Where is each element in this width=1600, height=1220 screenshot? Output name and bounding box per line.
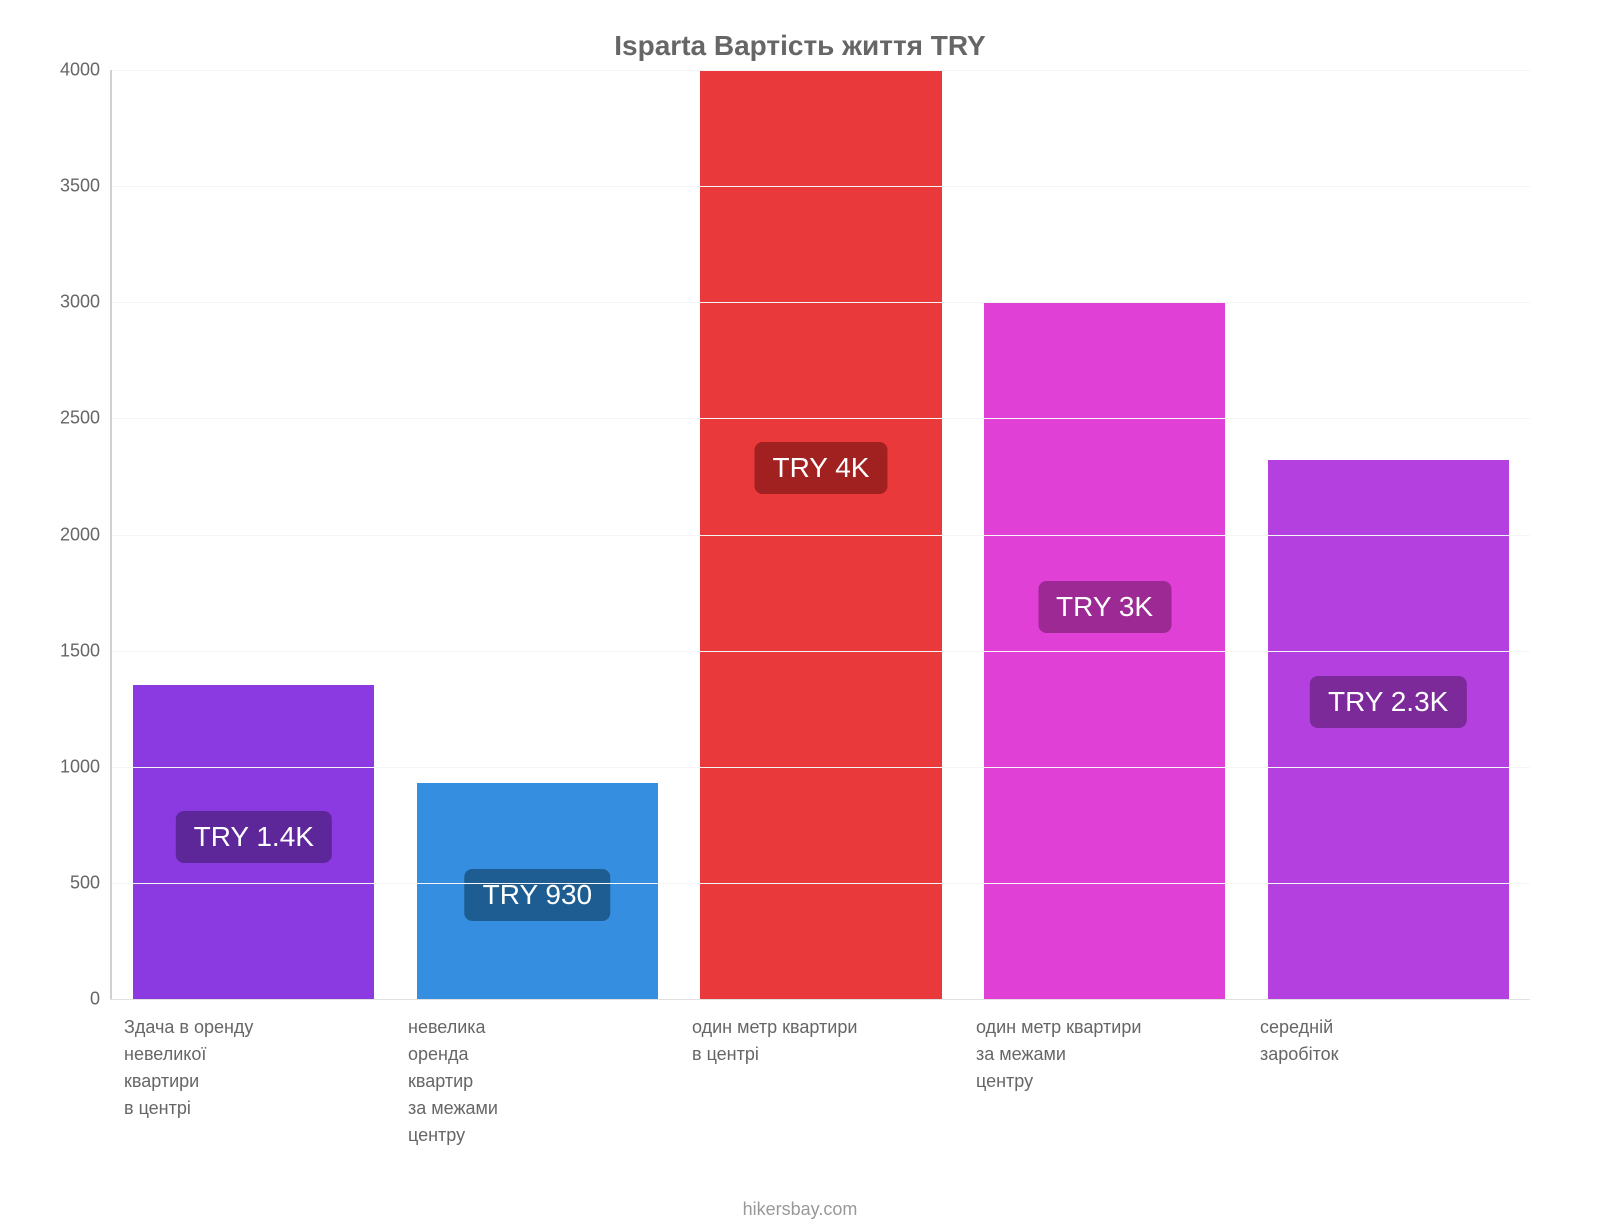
- bar-value-label: TRY 4K: [754, 442, 887, 494]
- y-tick-label: 3000: [60, 292, 112, 313]
- y-tick-label: 1000: [60, 756, 112, 777]
- plot-inner: TRY 1.4KTRY 930TRY 4KTRY 3KTRY 2.3K 0500…: [110, 70, 1530, 999]
- x-axis: Здача в орендуневеликоїквартирив центрін…: [110, 1014, 1530, 1149]
- y-tick-label: 4000: [60, 60, 112, 81]
- x-category-label: Здача в орендуневеликоїквартирив центрі: [110, 1014, 394, 1149]
- chart-container: Isparta Вартість життя TRY TRY 1.4K TRY 9…: [0, 0, 1600, 1200]
- y-tick-label: 0: [90, 989, 112, 1010]
- plot-area: TRY 1.4KTRY 930TRY 4KTRY 3KTRY 2.3K 0500…: [110, 70, 1530, 1000]
- x-category-label: середнійзаробіток: [1246, 1014, 1530, 1149]
- y-tick-label: 2000: [60, 524, 112, 545]
- bar: TRY 2.3K: [1268, 460, 1509, 999]
- bar-value-label: TRY 1.4K: [176, 811, 332, 863]
- x-category-label: невеликаорендаквартирза межамицентру: [394, 1014, 678, 1149]
- gridline: [112, 767, 1530, 768]
- bar-value-label: TRY 3K: [1038, 581, 1171, 633]
- gridline: [112, 302, 1530, 303]
- gridline: [112, 883, 1530, 884]
- bar: TRY 1.4K: [133, 685, 374, 999]
- y-tick-label: 1500: [60, 640, 112, 661]
- source-attribution: hikersbay.com: [40, 1199, 1560, 1220]
- y-tick-label: 3500: [60, 176, 112, 197]
- gridline: [112, 186, 1530, 187]
- bar: TRY 930: [417, 783, 658, 999]
- gridline: [112, 418, 1530, 419]
- chart-title: Isparta Вартість життя TRY: [40, 30, 1560, 62]
- gridline: [112, 535, 1530, 536]
- x-category-label: один метр квартириза межамицентру: [962, 1014, 1246, 1149]
- gridline: [112, 70, 1530, 71]
- gridline: [112, 651, 1530, 652]
- x-category-label: один метр квартирив центрі: [678, 1014, 962, 1149]
- bar-value-label: TRY 930: [465, 869, 610, 921]
- bar-value-label: TRY 2.3K: [1310, 676, 1466, 728]
- y-tick-label: 2500: [60, 408, 112, 429]
- y-tick-label: 500: [70, 872, 112, 893]
